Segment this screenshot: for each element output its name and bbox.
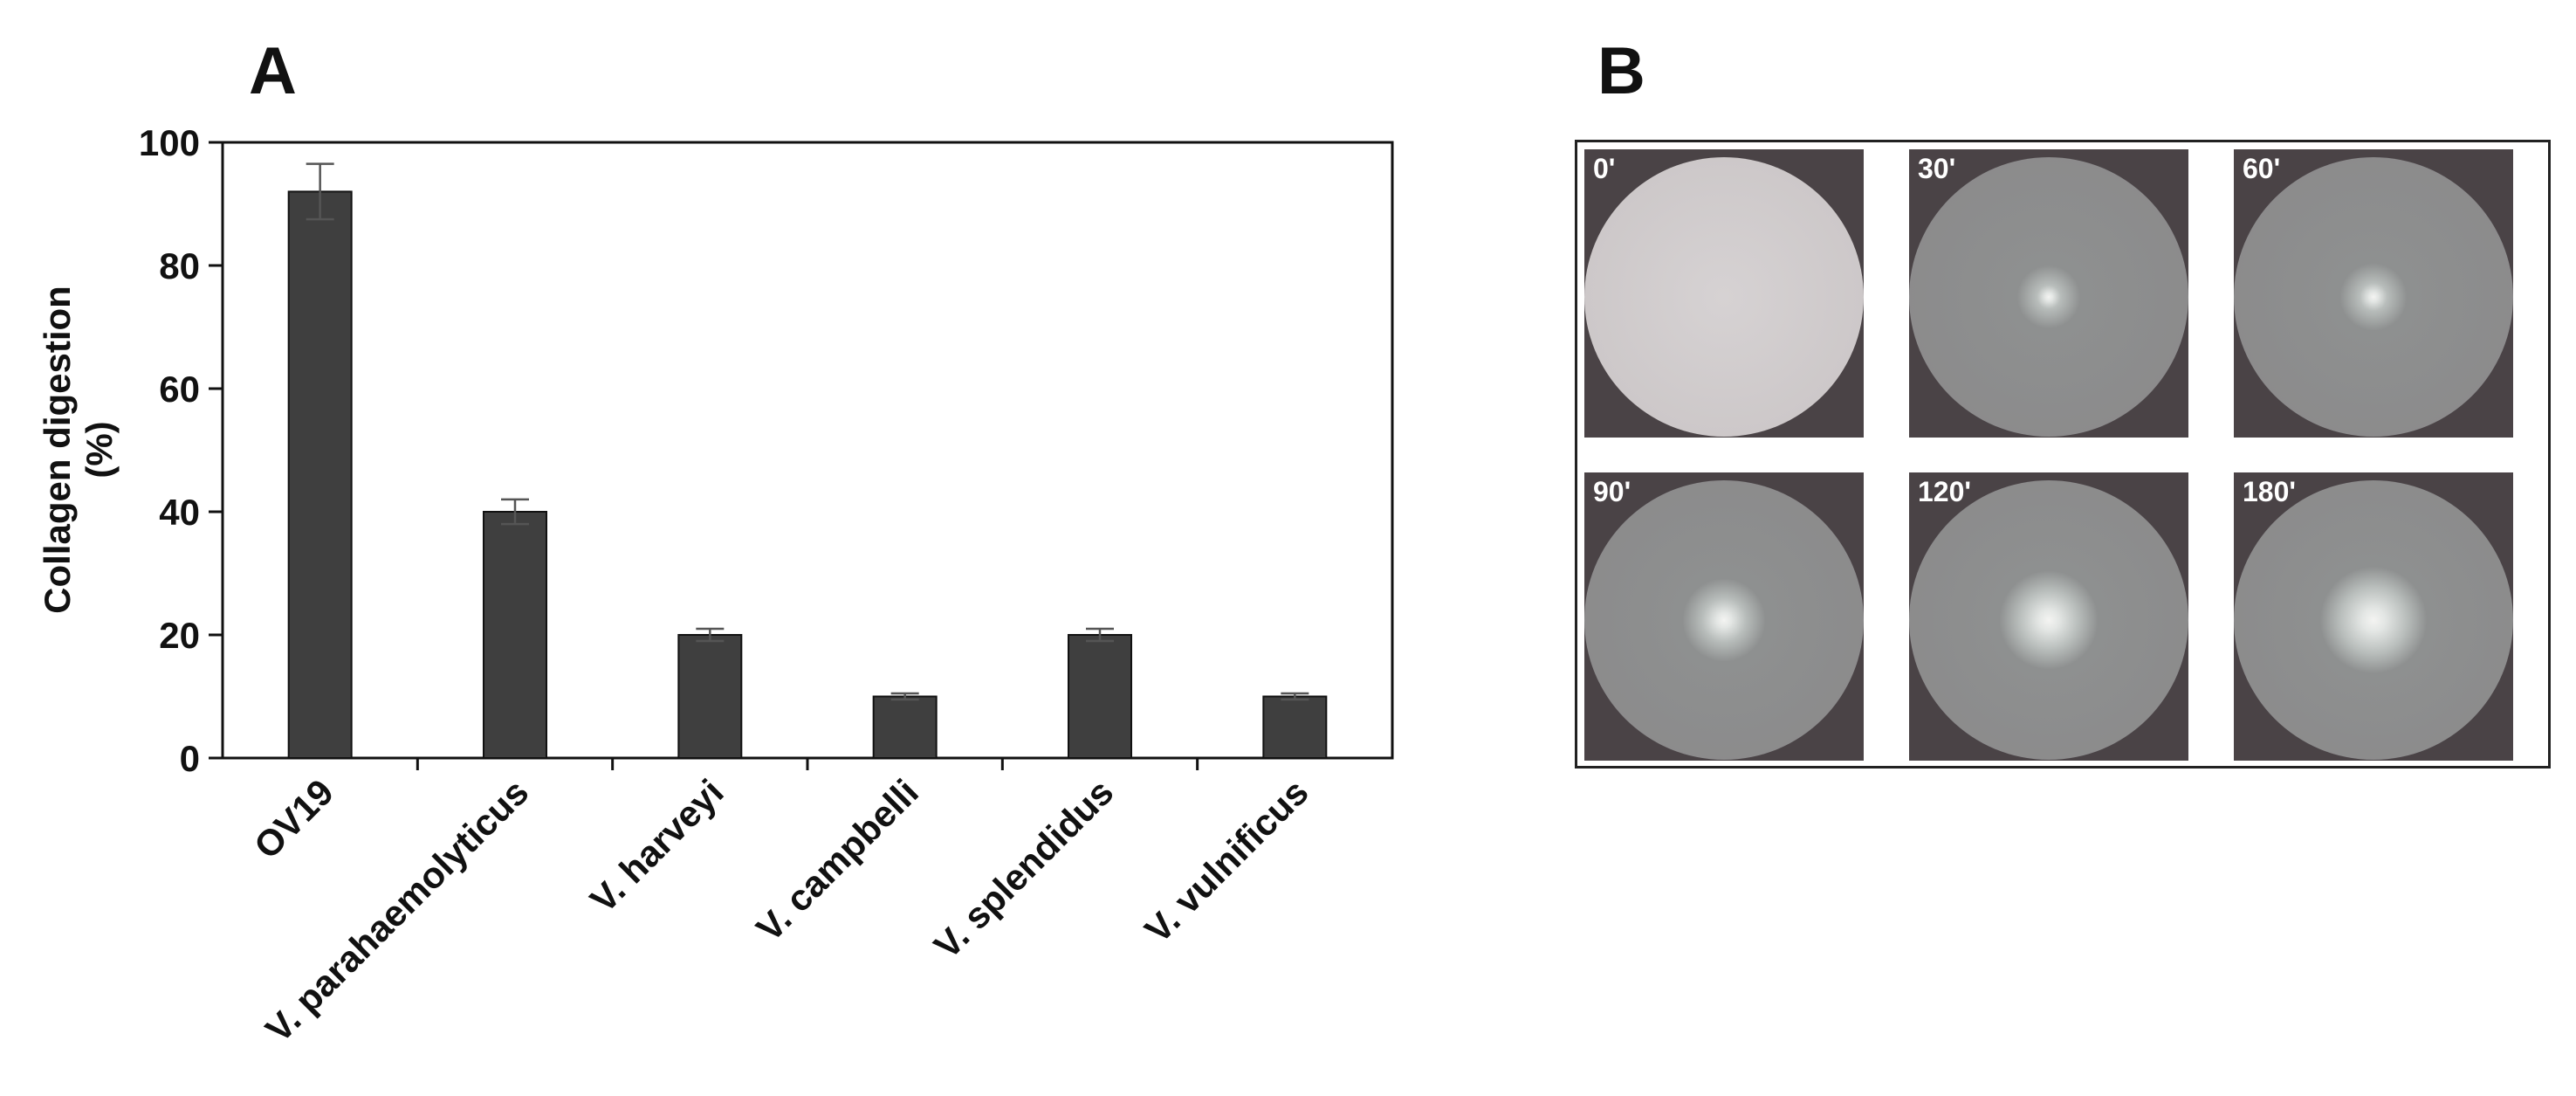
y-tick-label: 80 [159, 245, 200, 286]
y-tick-label: 60 [159, 369, 200, 410]
plate-photo: 60' [2234, 149, 2513, 438]
y-axis-label-line2: (%) [79, 421, 120, 478]
petri-dish [1909, 157, 2188, 437]
y-tick-label: 100 [139, 122, 200, 163]
y-axis-label-line1: Collagen digestion [37, 286, 78, 614]
bars [287, 162, 1328, 759]
plot-frame [221, 141, 1394, 760]
y-axis: 0 20 40 60 80 100 [139, 122, 223, 779]
plate-time-label: 120' [1918, 476, 1971, 507]
bar [1262, 695, 1328, 759]
y-tick-label: 0 [180, 738, 200, 779]
collagen-plate-panel: 0' 30' 60' 90' 120' 180' [1575, 140, 2551, 769]
plate-time-label: 90' [1593, 476, 1631, 507]
petri-dish [1909, 480, 2188, 760]
petri-dish [2234, 157, 2513, 437]
panel-a-label: A [249, 34, 297, 108]
plate-time-label: 30' [1918, 153, 1956, 184]
x-tick-label: OV19 [246, 771, 341, 866]
bar [872, 695, 938, 759]
bar [677, 634, 743, 759]
panel-b-label: B [1597, 34, 1645, 108]
x-tick-label: V. campbelli [748, 771, 926, 949]
bar [1068, 634, 1132, 759]
plate-photo: 180' [2234, 472, 2513, 761]
plate-time-label: 0' [1593, 153, 1616, 184]
plate-time-label: 180' [2243, 476, 2296, 507]
plate-photo: 120' [1909, 472, 2188, 761]
plate-time-label: 60' [2243, 153, 2281, 184]
petri-dish [1584, 157, 1864, 437]
y-tick-label: 40 [159, 492, 200, 533]
petri-dish [2234, 480, 2513, 760]
x-tick-label: V. splendidus [926, 771, 1122, 967]
x-tick-label: V. vulnificus [1137, 771, 1315, 950]
bar [287, 190, 353, 759]
petri-dish [1584, 480, 1864, 760]
plate-photo: 30' [1909, 149, 2188, 438]
plate-photo: 0' [1584, 149, 1864, 438]
y-tick-label: 20 [159, 615, 200, 656]
plate-photo: 90' [1584, 472, 1864, 761]
bar [483, 511, 547, 759]
x-tick-label: V. harveyi [582, 771, 732, 920]
